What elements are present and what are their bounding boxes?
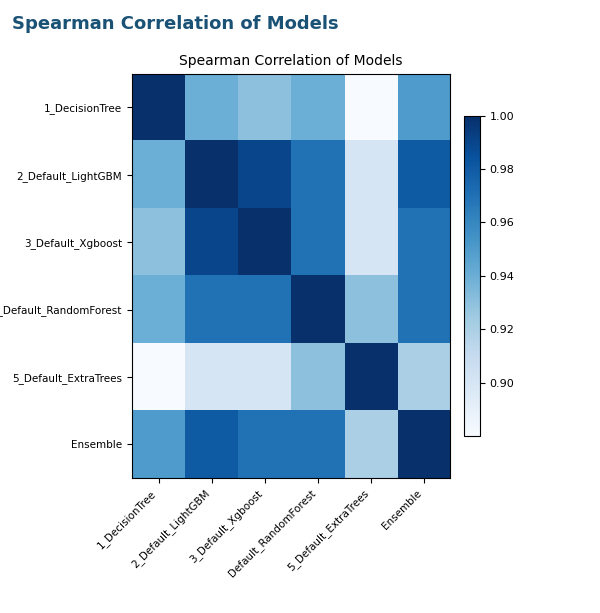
Title: Spearman Correlation of Models: Spearman Correlation of Models [179, 54, 403, 68]
Text: Spearman Correlation of Models: Spearman Correlation of Models [12, 15, 338, 33]
